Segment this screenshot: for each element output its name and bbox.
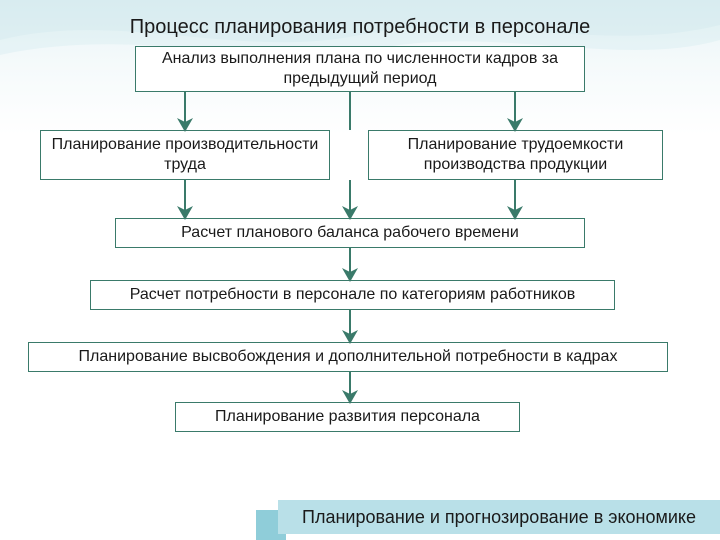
flow-box-b1: Анализ выполнения плана по численности к… (135, 46, 585, 92)
flow-box-b4: Расчет планового баланса рабочего времен… (115, 218, 585, 248)
flow-box-b5: Расчет потребности в персонале по катего… (90, 280, 615, 310)
flow-box-b6: Планирование высвобождения и дополнитель… (28, 342, 668, 372)
flow-box-b7: Планирование развития персонала (175, 402, 520, 432)
flow-box-b3: Планирование трудоемкости производства п… (368, 130, 663, 180)
footer-caption: Планирование и прогнозирование в экономи… (278, 500, 720, 534)
flow-box-b2: Планирование производительности труда (40, 130, 330, 180)
diagram-title: Процесс планирования потребности в персо… (60, 16, 660, 39)
